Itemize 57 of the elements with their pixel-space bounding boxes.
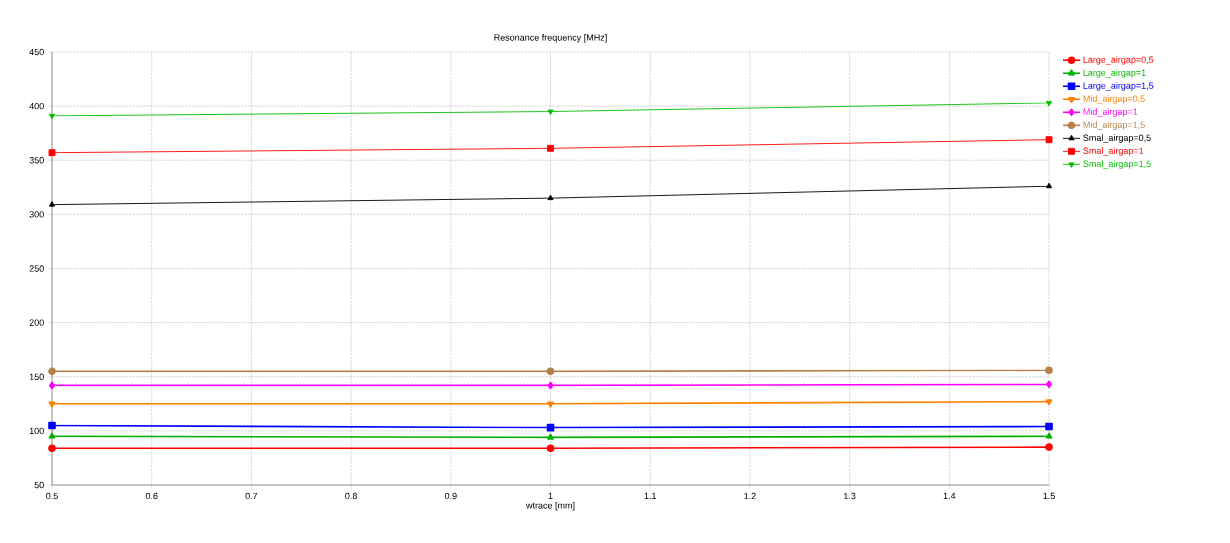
y-tick-label: 350 xyxy=(29,157,44,164)
x-tick-label: 1.1 xyxy=(644,492,657,499)
point xyxy=(1045,399,1053,406)
legend-label: Large_airgap=1 xyxy=(1083,69,1146,78)
x-tick-label: 0.9 xyxy=(444,492,457,500)
point xyxy=(1045,136,1053,144)
legend-label: Smal_airgap=1 xyxy=(1083,147,1144,156)
point xyxy=(1045,432,1053,439)
y-tick-label: 250 xyxy=(29,265,44,272)
y-tick-label: 50 xyxy=(34,481,44,489)
y-tick-label: 400 xyxy=(29,102,44,110)
legend-label: Mid_airgap=0,5 xyxy=(1083,95,1145,104)
x-axis-title: wtrace [mm] xyxy=(525,502,575,511)
x-tick-label: 1.3 xyxy=(844,492,856,500)
point xyxy=(546,367,555,376)
point xyxy=(547,144,554,152)
point xyxy=(1045,380,1053,389)
point xyxy=(1045,443,1053,451)
point xyxy=(48,149,56,157)
legend-label: Smal_airgap=1,5 xyxy=(1083,160,1151,169)
y-tick-label: 450 xyxy=(29,48,44,56)
point xyxy=(1045,100,1053,107)
point xyxy=(48,421,56,430)
y-tick-label: 300 xyxy=(29,211,44,218)
y-tick-label: 100 xyxy=(29,427,44,435)
legend-label: Large_airgap=1,5 xyxy=(1083,82,1154,91)
y-tick-label: 200 xyxy=(29,319,44,326)
x-tick-label: 1.5 xyxy=(1043,492,1055,500)
point xyxy=(547,109,554,115)
point xyxy=(48,367,56,376)
x-tick-label: 0.7 xyxy=(245,492,258,500)
legend-label: Smal_airgap=0,5 xyxy=(1083,134,1151,143)
legend-label: Mid_airgap=1 xyxy=(1083,108,1138,117)
point xyxy=(48,432,56,439)
x-tick-label: 1.2 xyxy=(744,492,756,500)
point xyxy=(48,401,56,408)
point xyxy=(48,113,56,120)
x-tick-label: 1.4 xyxy=(943,492,956,499)
x-tick-label: 0.8 xyxy=(345,492,357,500)
x-tick-label: 1 xyxy=(548,492,553,499)
chart-title: Resonance frequency [MHz] xyxy=(494,34,607,43)
point xyxy=(547,194,554,201)
point xyxy=(1045,366,1053,375)
point xyxy=(48,381,56,390)
point xyxy=(1045,182,1053,189)
legend-label: Mid_airgap=1,5 xyxy=(1083,121,1145,130)
x-tick-label: 0.6 xyxy=(145,492,158,500)
x-tick-label: 0.5 xyxy=(46,492,58,500)
point xyxy=(547,401,554,408)
legend-label: Large_airgap=0,5 xyxy=(1083,56,1154,65)
point xyxy=(547,381,554,390)
point xyxy=(48,201,56,207)
point xyxy=(48,444,56,452)
point xyxy=(1045,422,1053,431)
point xyxy=(546,444,555,452)
y-tick-label: 150 xyxy=(29,373,44,380)
point xyxy=(547,433,554,440)
